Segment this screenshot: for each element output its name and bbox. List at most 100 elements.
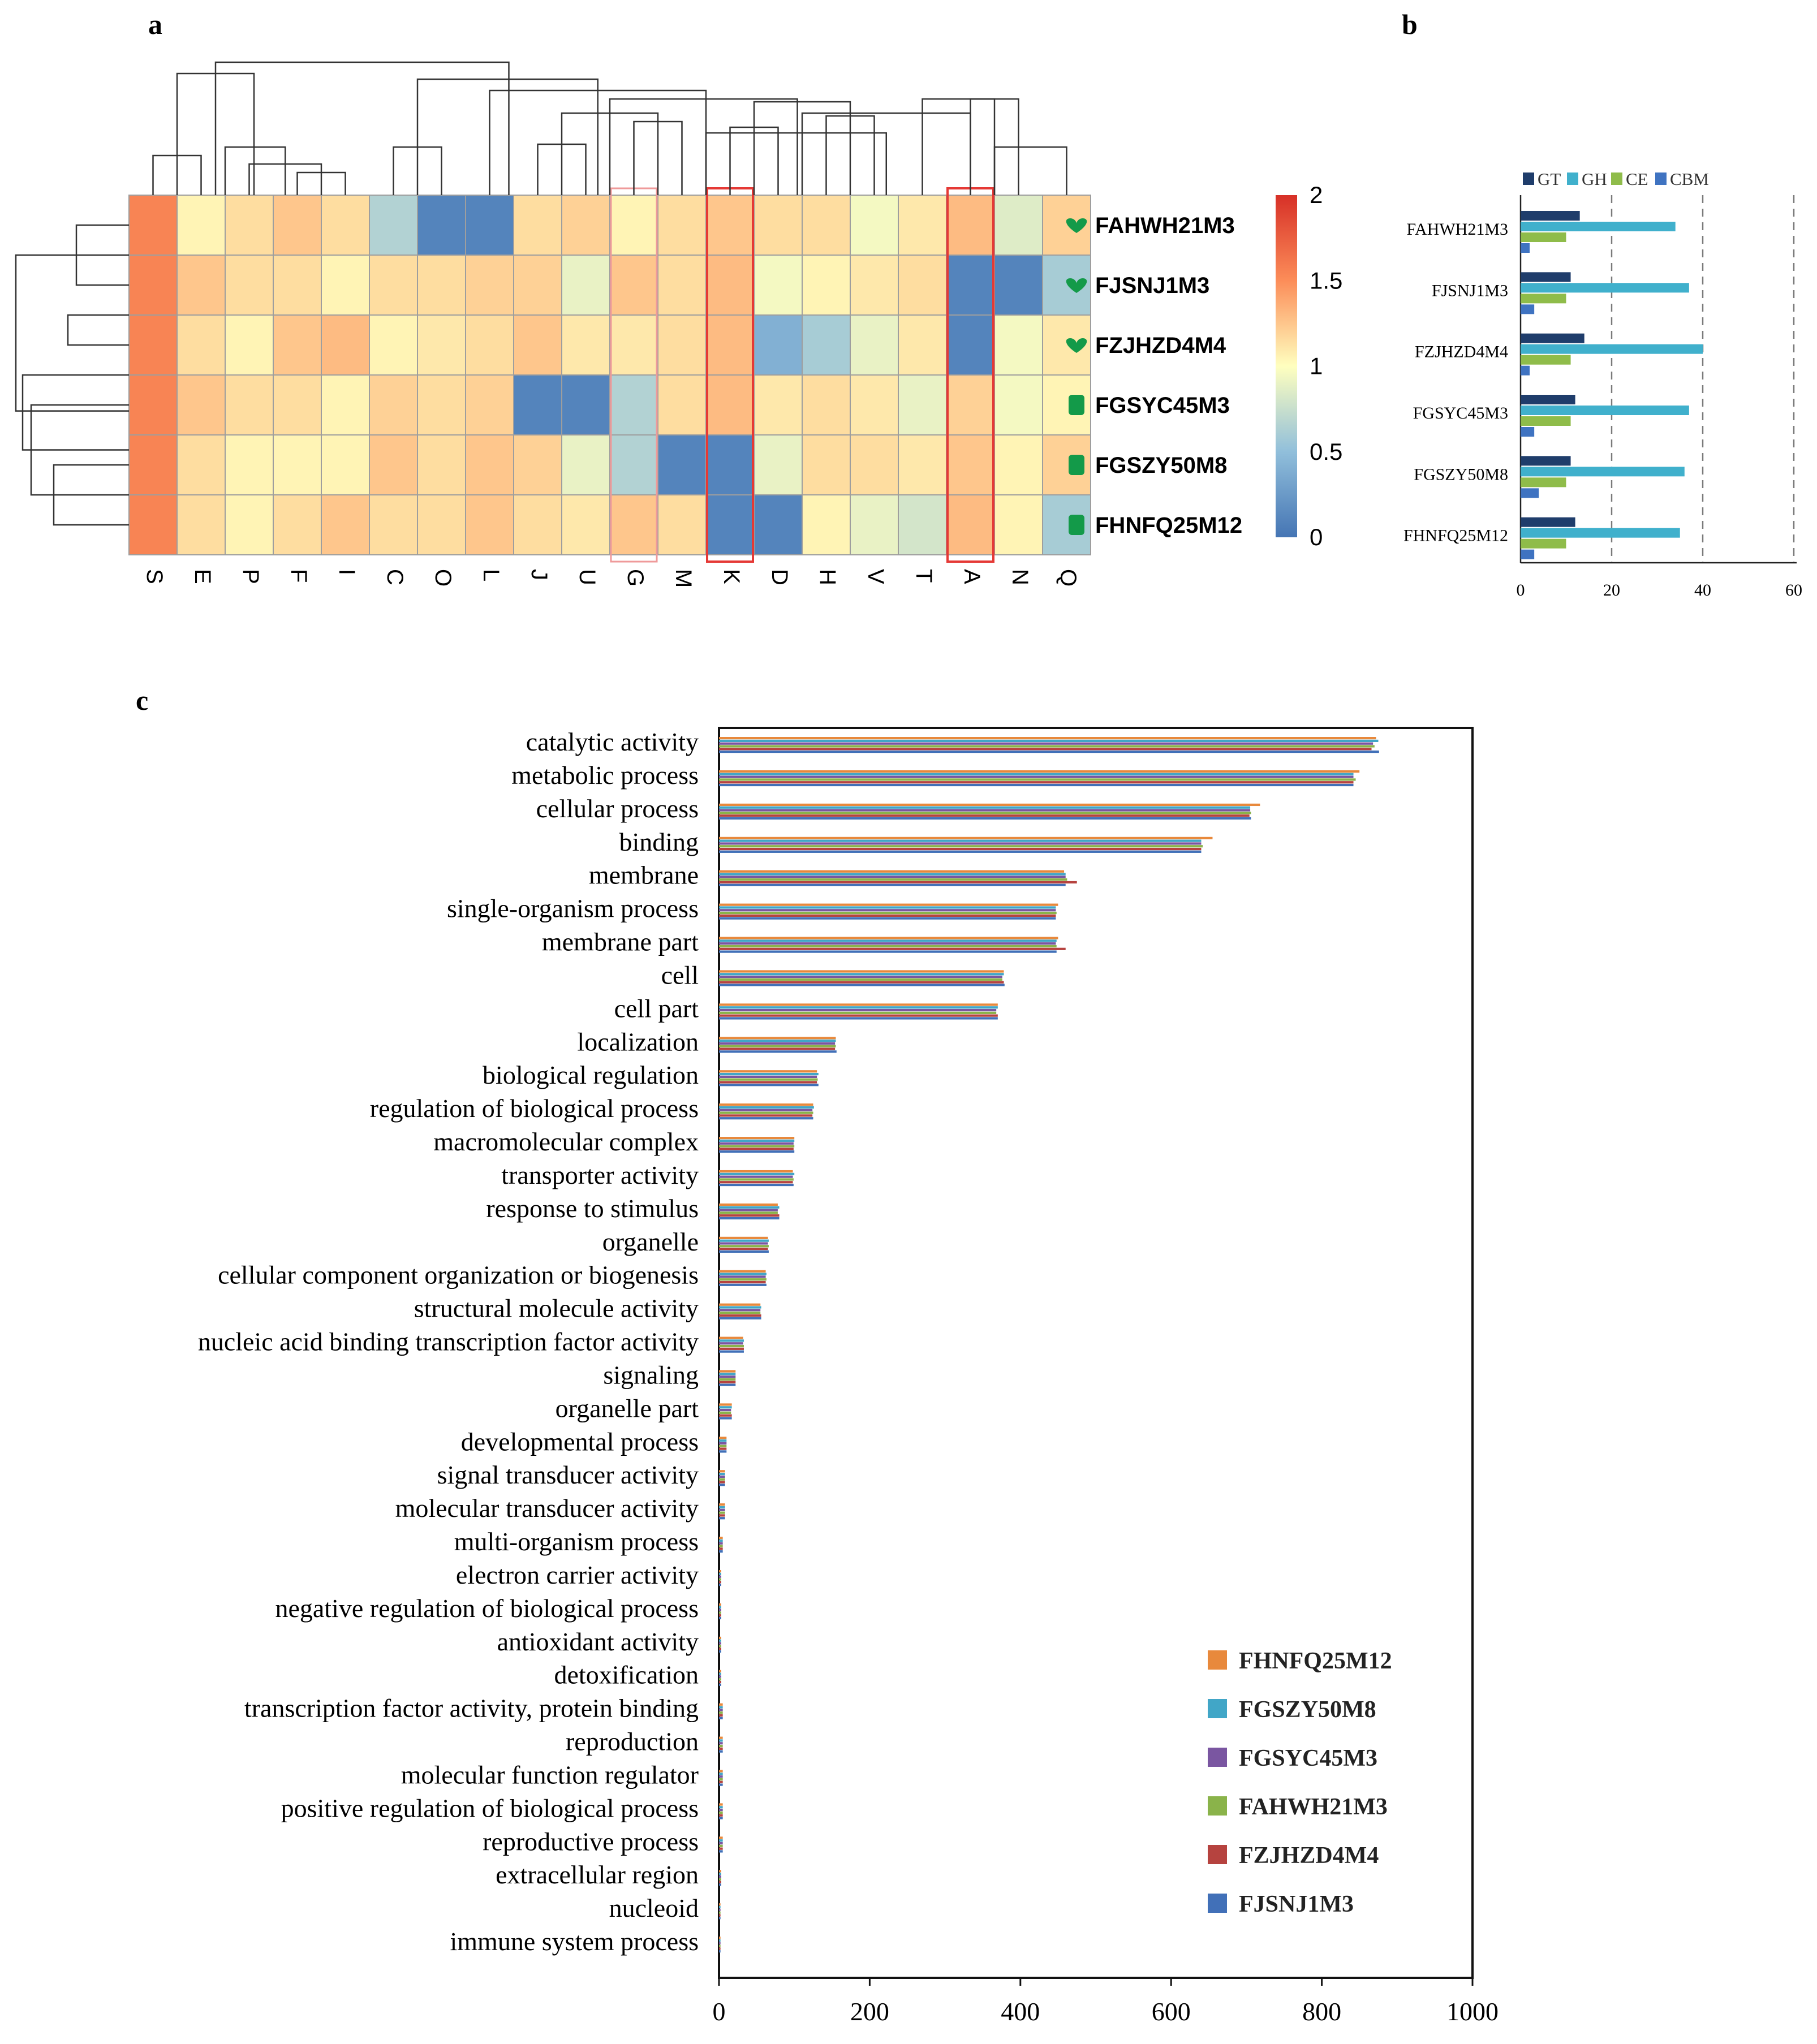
go-bar: [719, 947, 1066, 950]
go-bar: [719, 873, 1066, 876]
go-category-label: signaling: [603, 1360, 699, 1389]
go-category-label: reproductive process: [483, 1827, 699, 1856]
go-category-label: nucleic acid binding transcription facto…: [198, 1327, 699, 1356]
go-category-label: molecular transducer activity: [395, 1494, 699, 1523]
go-bar: [719, 1006, 998, 1009]
row-dendrogram-branch: [21, 374, 129, 451]
heatmap-cell: [225, 374, 274, 435]
y-category-label: FGSZY50M8: [1414, 465, 1508, 484]
cazy-bar: [1521, 549, 1535, 559]
go-bar: [719, 970, 1004, 973]
go-bar: [719, 1847, 723, 1850]
go-bar: [719, 876, 1066, 878]
go-bar: [719, 1150, 795, 1153]
go-bar: [719, 737, 1376, 740]
heatmap-column-label: J: [527, 569, 552, 580]
go-bar: [719, 1675, 721, 1678]
go-category-label: cell part: [614, 994, 699, 1023]
go-bar: [719, 1575, 721, 1578]
go-bar: [719, 1450, 727, 1453]
heatmap-cell: [802, 374, 851, 435]
go-bar: [719, 1072, 819, 1076]
heatmap-cell: [321, 374, 370, 435]
cazy-bar: [1521, 283, 1689, 293]
cazy-bar: [1521, 243, 1530, 253]
heatmap-cell: [273, 494, 322, 555]
go-bar: [719, 1678, 721, 1681]
heatmap-cell: [513, 314, 562, 376]
go-bar: [719, 1742, 723, 1745]
heart-marker-icon: [1066, 338, 1087, 353]
go-category-label: negative regulation of biological proces…: [275, 1594, 699, 1623]
go-bar: [719, 1883, 721, 1886]
heatmap-cell: [225, 494, 274, 555]
go-bar: [719, 1447, 727, 1450]
go-bar: [719, 1045, 836, 1047]
go-bar: [719, 1817, 723, 1819]
heatmap-cell: [465, 374, 514, 435]
legend-label: FAHWH21M3: [1239, 1794, 1388, 1820]
heatmap-cell: [850, 255, 899, 316]
go-category-label: signal transducer activity: [437, 1460, 699, 1489]
cazy-bar: [1521, 355, 1571, 365]
go-bar: [719, 1739, 723, 1742]
go-bar: [719, 1303, 761, 1306]
go-bar: [719, 942, 1056, 945]
go-bar: [719, 1581, 721, 1584]
heatmap-cell: [754, 255, 803, 316]
heatmap-cell: [561, 374, 610, 435]
heatmap-column-label: C: [382, 569, 407, 585]
legend-swatch: [1523, 173, 1534, 185]
go-bar: [719, 981, 1004, 984]
go-bar: [719, 914, 1056, 917]
heatmap-cell: [128, 374, 178, 435]
go-bar: [719, 1239, 769, 1242]
cazy-bar: [1521, 456, 1571, 466]
y-category-label: FGSYC45M3: [1413, 404, 1508, 422]
go-bar: [719, 742, 1373, 745]
go-bar: [719, 1583, 721, 1586]
heatmap-cell: [273, 434, 322, 495]
go-bar: [719, 1709, 723, 1711]
heatmap-column-label: T: [911, 569, 936, 583]
go-bar: [719, 1683, 721, 1686]
heatmap-cell: [994, 255, 1043, 316]
go-bar: [719, 1881, 721, 1883]
legend-label: FGSYC45M3: [1239, 1745, 1377, 1771]
go-bar: [719, 870, 1065, 873]
go-bar: [719, 1408, 731, 1412]
go-category-label: structural molecule activity: [414, 1294, 699, 1323]
go-category-label: molecular function regulator: [401, 1760, 699, 1789]
go-bar: [719, 1648, 721, 1650]
go-category-label: organelle part: [556, 1394, 699, 1422]
go-bar: [719, 1414, 732, 1417]
go-bar: [719, 1478, 725, 1481]
heatmap-cell: [994, 374, 1043, 435]
go-bar: [719, 1706, 723, 1709]
heatmap-column-label: L: [479, 569, 503, 581]
go-bar: [719, 1508, 725, 1511]
cazy-bar: [1521, 304, 1535, 314]
go-category-label: cellular component organization or bioge…: [218, 1261, 699, 1290]
column-dendrogram-branch: [224, 146, 286, 195]
go-category-label: transporter activity: [501, 1161, 699, 1189]
heatmap-cell: [850, 434, 899, 495]
heatmap-cell: [657, 494, 707, 555]
square-marker-icon: [1069, 515, 1084, 535]
heatmap-cell: [946, 195, 995, 256]
go-bar: [719, 1545, 723, 1547]
go-bar: [719, 1636, 721, 1640]
go-category-label: regulation of biological process: [370, 1094, 699, 1123]
go-bar: [719, 911, 1057, 915]
panel-label-b: b: [1402, 8, 1418, 40]
heart-marker-icon: [1066, 218, 1087, 233]
go-bar: [719, 1642, 721, 1645]
go-bar: [719, 937, 1058, 939]
go-bar: [719, 1611, 721, 1614]
heatmap-cell: [369, 374, 418, 435]
go-bar: [719, 1403, 732, 1406]
heatmap-cell: [994, 314, 1043, 376]
go-bar: [719, 1437, 727, 1439]
heatmap-cell: [513, 434, 562, 495]
heatmap-cell: [609, 374, 658, 435]
